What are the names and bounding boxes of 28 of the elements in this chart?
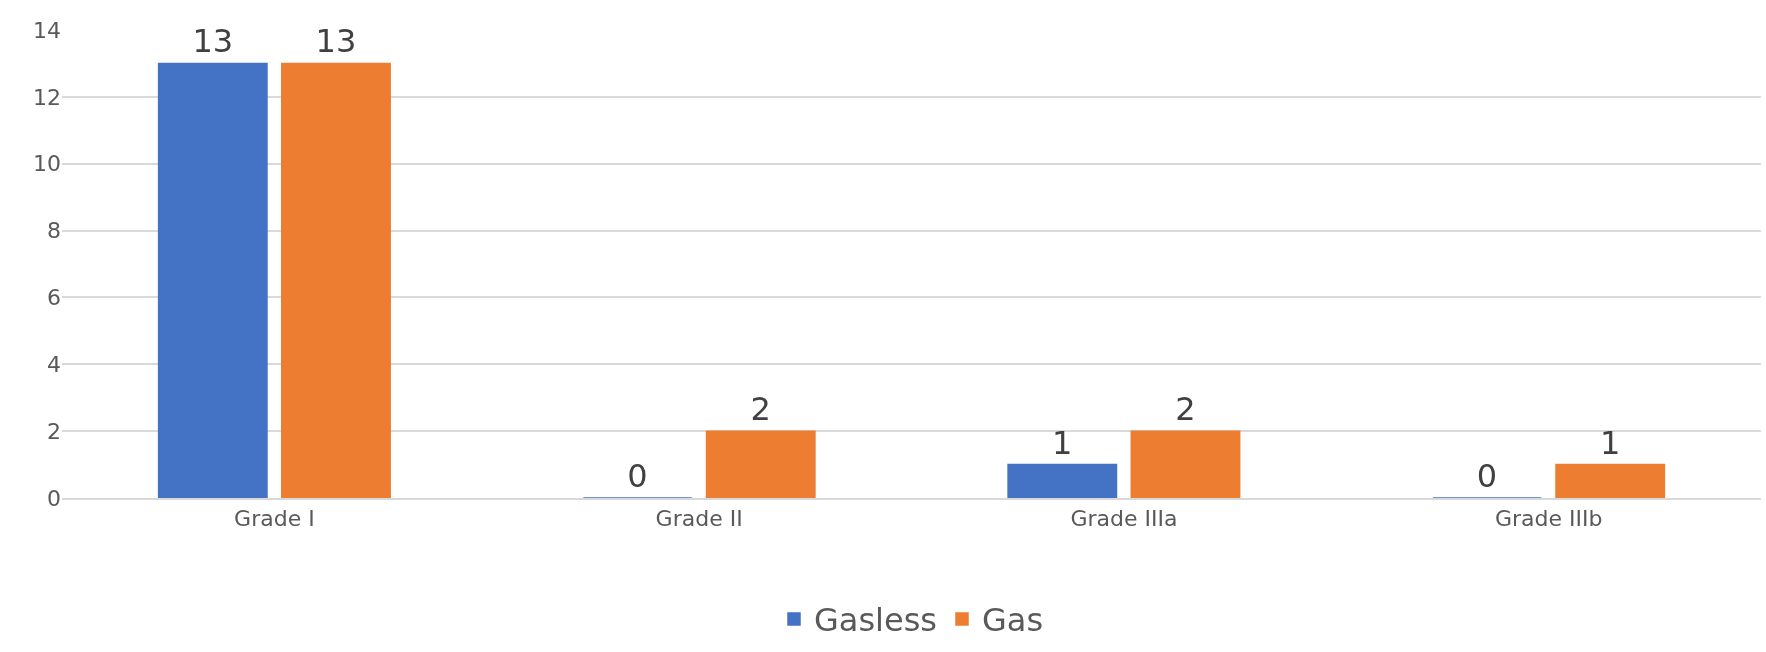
y-tick-label: 12 [33,84,61,110]
y-tick-label: 10 [33,151,61,177]
y-tick-label: 4 [47,351,61,377]
data-label: 13 [315,22,357,61]
y-tick-label: 2 [47,418,61,444]
bar [281,62,391,498]
data-label: 2 [750,390,771,429]
x-tick-label: Grade II [655,506,743,532]
bar [705,430,816,498]
legend-label: Gas [982,601,1044,640]
bar [1555,463,1666,498]
y-tick-label: 0 [47,485,61,511]
x-tick-label: Grade IIIb [1494,506,1603,532]
data-label: 0 [1476,457,1498,495]
bar [1130,430,1241,498]
bar [157,62,268,498]
y-tick-label: 6 [47,285,61,311]
x-tick-label: Grade IIIa [1070,506,1178,532]
x-tick-label: Grade I [234,506,315,532]
data-label: 13 [192,22,234,61]
data-label: 1 [1600,423,1621,462]
y-tick-label: 8 [47,218,61,244]
data-label: 1 [1052,423,1073,462]
bar [1007,463,1118,498]
y-tick-label: 14 [33,17,61,43]
legend-label: Gasless [814,601,937,640]
data-label: 2 [1175,390,1196,429]
data-label: 0 [627,457,648,495]
